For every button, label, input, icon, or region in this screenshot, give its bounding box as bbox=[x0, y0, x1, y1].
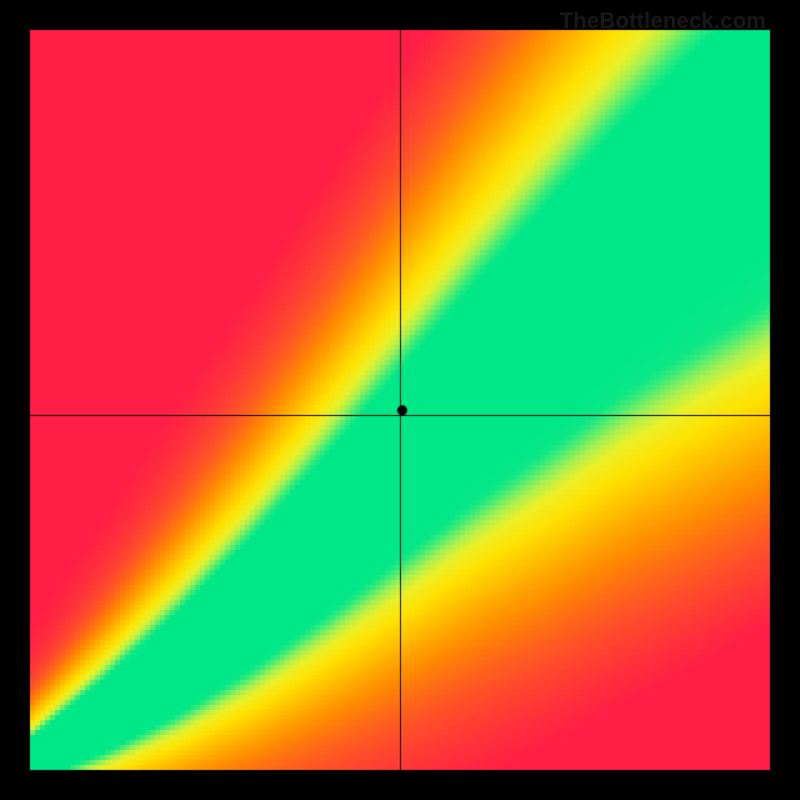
heatmap-canvas bbox=[0, 0, 800, 800]
watermark-text: TheBottleneck.com bbox=[560, 8, 766, 34]
bottleneck-heatmap: TheBottleneck.com bbox=[0, 0, 800, 800]
